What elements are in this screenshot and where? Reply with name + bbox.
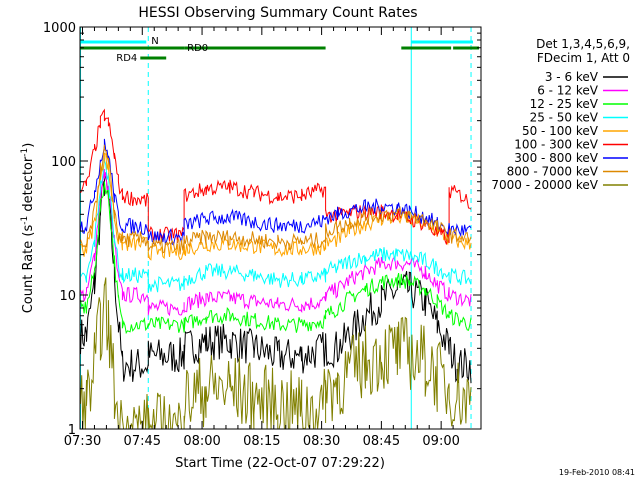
legend-header-line-2: FDecim 1, Att 0 <box>537 51 630 65</box>
legend-label: 7000 - 20000 keV <box>491 178 598 192</box>
legend: Det 1,3,4,5,6,9, FDecim 1, Att 0 3 - 6 k… <box>491 37 630 192</box>
series-line-800-7000-kev <box>80 144 472 255</box>
series-layer <box>80 108 472 429</box>
series-line-50-100-kev <box>80 152 472 261</box>
legend-label: 100 - 300 keV <box>514 138 598 152</box>
legend-label: 12 - 25 keV <box>530 97 599 111</box>
legend-label: 25 - 50 keV <box>530 111 599 125</box>
x-tick-label: 07:45 <box>124 434 161 449</box>
x-tick-label: 09:00 <box>422 434 459 449</box>
y-tick-label: 1000 <box>43 21 76 36</box>
legend-label: 6 - 12 keV <box>537 84 599 98</box>
footer-date: 19-Feb-2010 08:41 <box>559 468 635 477</box>
y-tick-label: 100 <box>51 155 76 170</box>
flags-layer: N RD0 RD4 <box>80 36 480 64</box>
plot-frame <box>79 26 482 430</box>
series-line-3-6-kev <box>80 172 472 384</box>
legend-header-line-1: Det 1,3,4,5,6,9, <box>536 37 630 51</box>
legend-label: 800 - 7000 keV <box>507 165 599 179</box>
flag-label-rd0: RD0 <box>187 43 208 54</box>
x-tick-label: 08:45 <box>363 434 400 449</box>
x-tick-label: 08:15 <box>243 434 280 449</box>
x-axis: 07:30 07:45 08:00 08:15 08:30 08:45 09:00 <box>64 27 460 449</box>
flag-label-rd4: RD4 <box>116 53 137 64</box>
legend-label: 300 - 800 keV <box>514 151 598 165</box>
series-line-300-800-kev <box>80 138 472 246</box>
flag-label-n: N <box>151 36 158 47</box>
legend-label: 3 - 6 keV <box>545 70 599 84</box>
y-tick-label: 10 <box>59 289 76 304</box>
y-axis: 1 10 100 1000 <box>43 21 481 438</box>
x-tick-label: 08:30 <box>303 434 340 449</box>
chart-title: HESSI Observing Summary Count Rates <box>138 5 417 21</box>
y-tick-label: 1 <box>68 423 76 438</box>
x-tick-label: 08:00 <box>183 434 220 449</box>
series-line-100-300-kev <box>80 108 472 245</box>
x-tick-label: 07:30 <box>64 434 101 449</box>
series-line-12-25-kev <box>80 181 472 335</box>
x-axis-label: Start Time (22-Oct-07 07:29:22) <box>175 456 385 471</box>
plot-area: N RD0 RD4 <box>79 26 482 430</box>
series-line-7000-20000-kev <box>80 277 472 429</box>
series-line-6-12-kev <box>80 168 472 317</box>
y-axis-label: Count Rate (s-1 detector-1) <box>20 143 36 314</box>
legend-label: 50 - 100 keV <box>522 124 599 138</box>
series-line-25-50-kev <box>80 157 472 293</box>
